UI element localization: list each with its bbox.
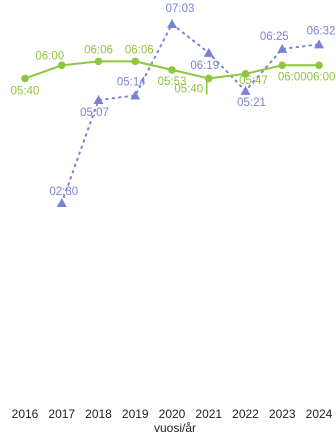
data-label-green-2024: 06:00 [307,71,336,83]
x-tick-label-2016: 2016 [12,407,39,421]
marker-circle-2016 [21,74,29,83]
x-tick-label-2020: 2020 [159,407,186,421]
marker-circle-2019 [131,57,140,66]
series-markers [21,19,324,207]
data-label-green-2023: 06:00 [278,71,307,83]
x-axis-tick-labels: 2016 2017 2018 2019 2020 2021 2022 2023 2024 [12,407,333,421]
marker-circle-2017 [57,61,66,70]
marker-circle-2022 [241,70,250,78]
marker-triangle-2020 [167,19,177,28]
x-tick-label-2022: 2022 [232,407,259,421]
marker-circle-2024 [315,61,323,70]
data-label-green-2017: 06:00 [35,50,64,62]
marker-triangle-2024 [314,39,324,49]
marker-circle-2021 [204,74,213,83]
data-label-blue-2024: 06:32 [307,25,336,37]
data-label-blue-2023: 06:25 [260,31,289,43]
x-tick-label-2019: 2019 [122,407,149,421]
data-label-green-2019: 06:06 [125,44,154,56]
marker-circle-2018 [94,57,103,66]
x-tick-label-2024: 2024 [306,407,333,421]
data-label-green-2016: 05:40 [11,85,40,97]
data-label-green-2020: 05:53 [158,76,187,88]
data-label-green-2018: 06:06 [84,44,113,56]
marker-triangle-2019 [130,90,141,100]
marker-triangle-2023 [277,43,288,53]
series-lines [24,23,320,204]
x-tick-label-2021: 2021 [195,407,222,421]
x-tick-label-2023: 2023 [269,407,296,421]
data-label-blue-2021: 06:19 [190,60,219,72]
data-label-blue-2017: 02:30 [49,186,78,198]
marker-circle-2020 [168,66,176,74]
data-label-blue-2019: 05:14 [117,76,146,88]
data-label-blue-2018: 05:07 [80,107,109,119]
marker-triangle-2021 [203,47,214,57]
x-tick-label-2017: 2017 [48,407,75,421]
marker-circle-2023 [278,61,287,70]
x-axis-title: vuosi/år [154,421,196,435]
series-line-blue-dotted [60,23,320,204]
marker-triangle-2018 [93,95,104,105]
data-label-blue-2022: 05:21 [237,97,266,109]
marker-triangle-2022 [240,85,251,95]
marker-triangle-2017 [56,198,67,207]
data-label-blue-2020: 07:03 [166,3,195,15]
x-tick-label-2018: 2018 [85,407,112,421]
data-label-green-2022: 05:47 [239,75,268,87]
data-label-green-2021: 05:40 [174,83,203,95]
data-labels: 02:30 05:07 05:14 07:03 06:19 05:21 06:25 06:32… [11,3,336,198]
